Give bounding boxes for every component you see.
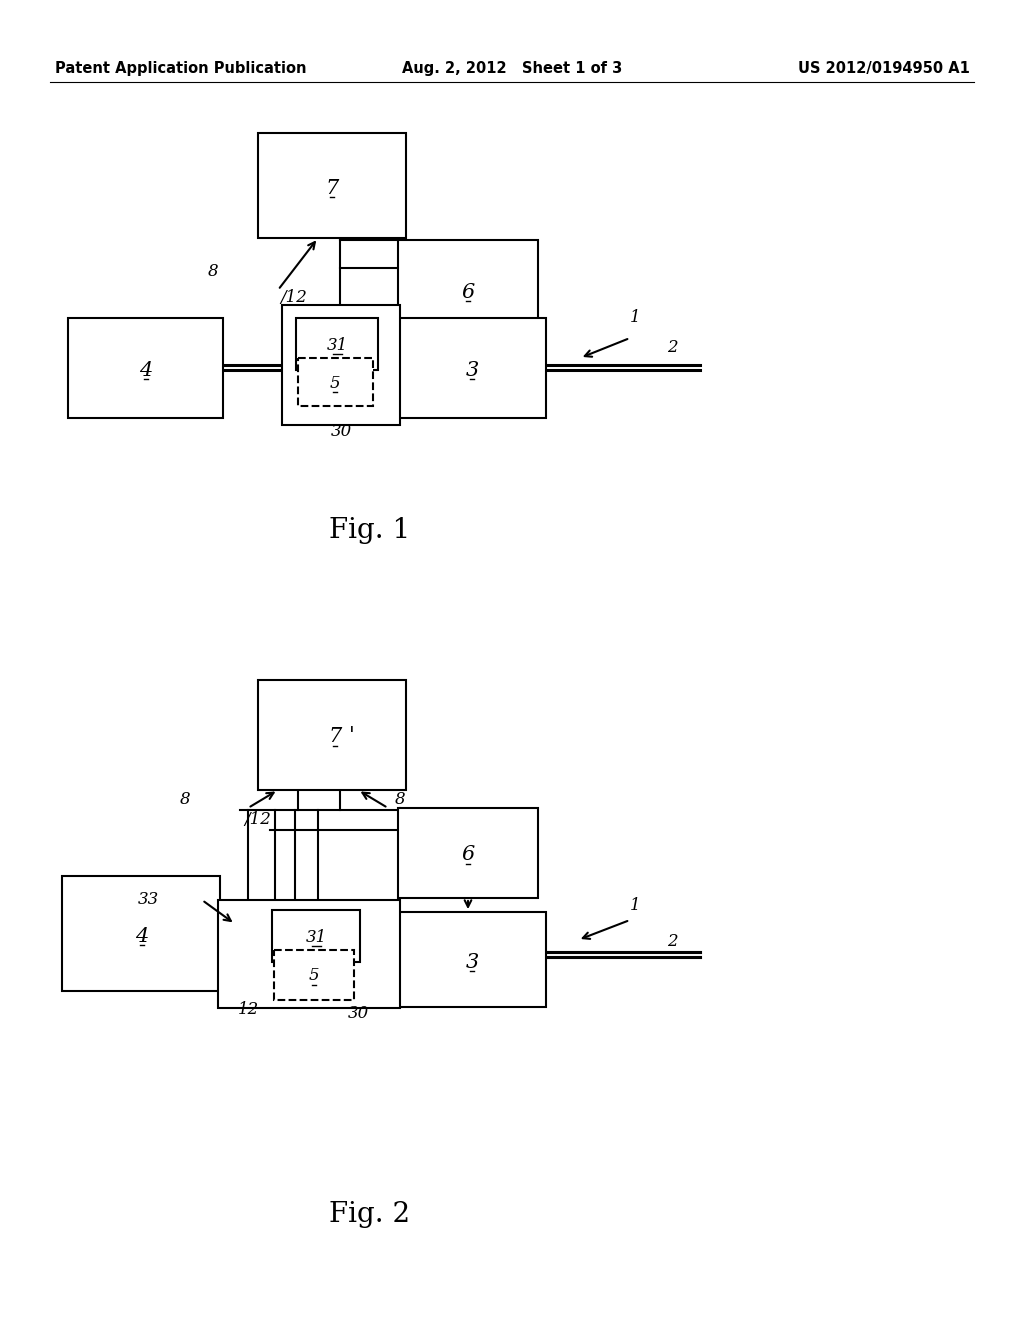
Text: 5: 5 [308, 968, 319, 985]
Text: 4: 4 [139, 360, 153, 380]
Text: 4: 4 [135, 927, 148, 945]
Bar [68, 318, 223, 418]
Bar [398, 912, 546, 1007]
Bar [62, 876, 220, 991]
Text: 6: 6 [462, 846, 475, 865]
Text: 33: 33 [137, 891, 159, 908]
Text: 1: 1 [630, 896, 640, 913]
Bar [218, 900, 400, 1008]
Text: /12: /12 [245, 812, 271, 829]
Text: Fig. 2: Fig. 2 [330, 1201, 411, 1229]
Text: 6: 6 [462, 282, 475, 301]
Bar [258, 680, 406, 789]
Text: 8: 8 [179, 792, 190, 808]
Text: 12: 12 [238, 1002, 259, 1019]
Bar [282, 305, 400, 425]
Bar [298, 358, 373, 407]
Bar [274, 950, 354, 1001]
Text: 1: 1 [630, 309, 640, 326]
Text: 3: 3 [465, 360, 478, 380]
Text: 30: 30 [347, 1005, 369, 1022]
Bar [272, 909, 360, 962]
Text: ': ' [349, 726, 354, 744]
Text: 7: 7 [329, 727, 342, 747]
Text: /12: /12 [281, 289, 307, 306]
Text: 2: 2 [667, 339, 677, 356]
Text: 30: 30 [331, 424, 351, 441]
Bar [398, 808, 538, 898]
Text: Aug. 2, 2012   Sheet 1 of 3: Aug. 2, 2012 Sheet 1 of 3 [401, 61, 623, 75]
Text: 5: 5 [330, 375, 340, 392]
Text: 3: 3 [465, 953, 478, 972]
Text: 31: 31 [327, 337, 347, 354]
Text: Fig. 1: Fig. 1 [330, 516, 411, 544]
Text: Patent Application Publication: Patent Application Publication [55, 61, 306, 75]
Text: 2: 2 [667, 933, 677, 950]
Bar [258, 133, 406, 238]
Text: 8: 8 [394, 792, 406, 808]
Bar [398, 318, 546, 418]
Bar [398, 240, 538, 341]
Text: 8: 8 [208, 264, 218, 281]
Text: 31: 31 [305, 928, 327, 945]
Text: 7: 7 [326, 178, 339, 198]
Text: US 2012/0194950 A1: US 2012/0194950 A1 [798, 61, 970, 75]
Bar [296, 318, 378, 370]
